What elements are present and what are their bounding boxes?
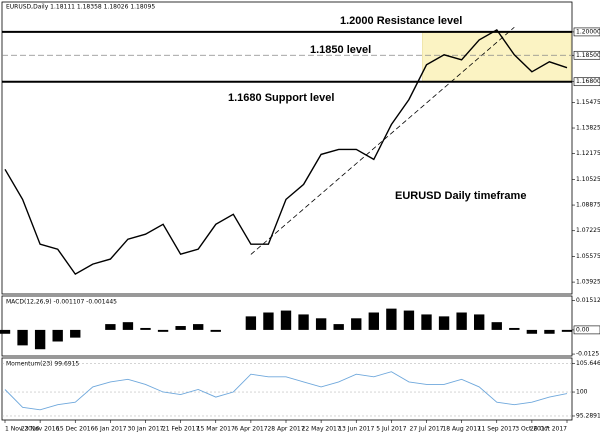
bar bbox=[333, 324, 344, 330]
y-tick-label: 0.00 bbox=[576, 326, 590, 333]
bar bbox=[368, 312, 379, 330]
bar bbox=[0, 329, 11, 334]
highlight-zone bbox=[422, 31, 572, 83]
tick-label-box bbox=[573, 77, 600, 87]
panel-frame bbox=[1, 357, 573, 421]
bar bbox=[140, 327, 151, 330]
annotation: EURUSD Daily timeframe bbox=[395, 190, 526, 202]
bar bbox=[315, 318, 327, 330]
panel-title: MACD(12,26,9) -0.001107 -0.001445 bbox=[6, 299, 117, 306]
x-tick-label: 11 Sep 2017 bbox=[478, 426, 516, 433]
panel-frame bbox=[1, 1, 573, 295]
bar bbox=[526, 329, 538, 334]
bar bbox=[280, 310, 292, 330]
x-tick-label: 22 May 2017 bbox=[302, 426, 341, 433]
bar bbox=[351, 318, 362, 330]
x-tick-label: 6 Apr 2017 bbox=[234, 426, 267, 433]
x-tick-label: 18 Aug 2017 bbox=[442, 426, 481, 433]
bar bbox=[438, 316, 450, 330]
x-tick-label: 23 Nov 2016 bbox=[21, 426, 60, 433]
bar bbox=[34, 329, 46, 350]
x-tick-label: 21 Feb 2017 bbox=[162, 426, 200, 433]
bar bbox=[474, 314, 485, 330]
bar bbox=[105, 324, 116, 330]
y-tick-label: 1.15475 bbox=[576, 99, 600, 106]
x-tick-label: 28 Apr 2017 bbox=[267, 426, 304, 433]
y-tick-label: 105.6466 bbox=[576, 360, 600, 367]
bar bbox=[403, 310, 415, 330]
tick-label-box bbox=[573, 325, 600, 335]
y-tick-label: 1.10525 bbox=[576, 176, 600, 183]
y-tick-label: 100 bbox=[576, 389, 588, 396]
panel-title: Momentum(23) 99.6915 bbox=[6, 361, 79, 368]
y-tick-label: 1.16800 bbox=[576, 78, 600, 85]
bar bbox=[456, 312, 467, 330]
series-line bbox=[4, 28, 568, 276]
bar bbox=[122, 322, 134, 330]
bar bbox=[245, 316, 257, 330]
bar bbox=[17, 329, 28, 346]
y-tick-label: 1.07225 bbox=[576, 227, 600, 234]
trend-line bbox=[250, 26, 515, 255]
x-tick-label: 15 Dec 2016 bbox=[56, 426, 95, 433]
x-tick-label: 30 Jan 2017 bbox=[128, 426, 164, 433]
series-line bbox=[4, 371, 568, 411]
bar bbox=[491, 322, 502, 330]
bar bbox=[70, 329, 81, 338]
tick-label-box bbox=[573, 27, 600, 37]
x-tick-label: 5 Jul 2017 bbox=[376, 426, 406, 433]
x-tick-label: 26 Oct 2017 bbox=[530, 426, 567, 433]
y-tick-label: 95.2891 bbox=[576, 412, 600, 419]
bar bbox=[52, 329, 63, 342]
y-tick-label: -0.0125 bbox=[576, 351, 599, 358]
bar bbox=[210, 329, 221, 332]
annotation: 1.1850 level bbox=[310, 44, 371, 56]
annotation: 1.1680 Support level bbox=[228, 92, 334, 104]
x-tick-label: 15 Mar 2017 bbox=[197, 426, 235, 433]
y-tick-label: 1.12175 bbox=[576, 150, 600, 157]
tick-label-box bbox=[573, 50, 600, 60]
bar bbox=[386, 308, 397, 330]
bar bbox=[561, 329, 573, 332]
panel-frame bbox=[1, 295, 573, 357]
bar bbox=[544, 329, 555, 334]
x-tick-label: 1 Nov 2016 bbox=[5, 426, 40, 433]
bar bbox=[421, 314, 432, 330]
x-tick-label: 27 Jul 2017 bbox=[410, 426, 444, 433]
y-tick-label: 0.015125 bbox=[576, 297, 600, 304]
bar bbox=[263, 312, 274, 330]
x-tick-label: 13 Jun 2017 bbox=[338, 426, 374, 433]
bar bbox=[157, 329, 169, 332]
bar bbox=[509, 327, 520, 330]
bar bbox=[175, 326, 186, 330]
bar bbox=[298, 314, 309, 330]
y-tick-label: 1.05575 bbox=[576, 253, 600, 260]
y-tick-label: 1.18500 bbox=[576, 52, 600, 59]
x-tick-label: 6 Jan 2017 bbox=[94, 426, 126, 433]
bar bbox=[193, 324, 204, 330]
y-tick-label: 1.08875 bbox=[576, 202, 600, 209]
y-tick-label: 1.03925 bbox=[576, 279, 600, 286]
panel-title: EURUSD,Daily 1.18111 1.18358 1.18026 1.1… bbox=[6, 4, 155, 11]
y-tick-label: 1.20000 bbox=[576, 28, 600, 35]
annotation: 1.2000 Resistance level bbox=[340, 15, 462, 27]
y-tick-label: 1.13825 bbox=[576, 125, 600, 132]
x-tick-label: 3 Oct 2017 bbox=[515, 426, 548, 433]
